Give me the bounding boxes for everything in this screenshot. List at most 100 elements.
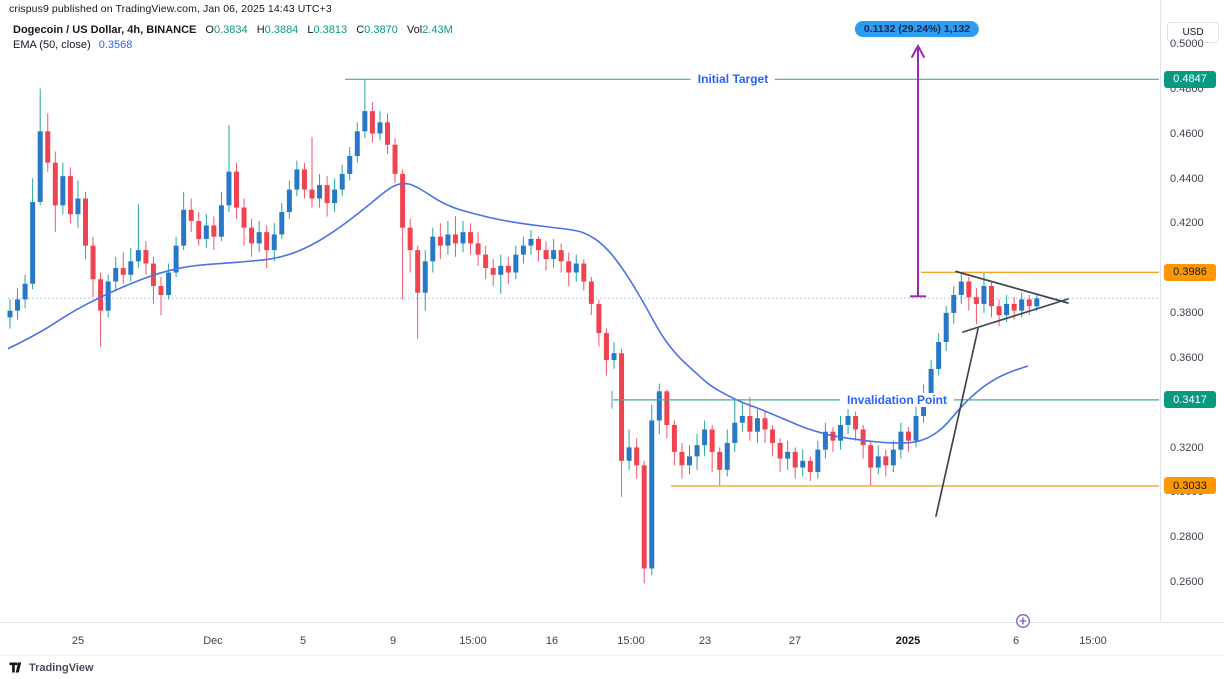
invalidation-point-label[interactable]: Invalidation Point: [839, 392, 955, 407]
candle-body: [634, 447, 640, 466]
candle-body: [475, 243, 481, 255]
price-tick-label: 0.4600: [1170, 127, 1204, 140]
candle-body: [226, 171, 232, 206]
ema-indicator-label: EMA (50, close): [13, 39, 91, 51]
candle-body: [105, 281, 111, 311]
candle-body: [7, 310, 13, 318]
time-axis[interactable]: 25 Dec 5 9 15:00 16 15:00 23 27 2025 6 15:00: [0, 622, 1224, 656]
candle-body: [362, 111, 368, 132]
legend-ema-row[interactable]: EMA (50, close) 0.3568: [13, 38, 453, 53]
pennant-lower-trendline[interactable]: [962, 298, 1069, 333]
candle-body: [294, 169, 300, 190]
candle-body: [951, 294, 957, 313]
candle-body: [468, 232, 474, 244]
candle-body: [981, 285, 987, 304]
candle-body: [135, 250, 141, 262]
candle-body: [732, 422, 738, 443]
measure-arrow-head: [911, 43, 925, 58]
candle-body: [785, 451, 791, 459]
candle-body: [415, 250, 421, 293]
low-label: L: [307, 24, 314, 36]
price-tick-label: 0.3600: [1170, 351, 1204, 364]
initial-target-label[interactable]: Initial Target: [690, 72, 776, 87]
candle-body: [120, 268, 126, 275]
candle-body: [98, 279, 104, 311]
candle-body: [437, 236, 443, 246]
candle-body: [890, 449, 896, 466]
time-tick-label: 16: [545, 635, 559, 647]
candle-body: [22, 283, 28, 300]
candle-body: [1026, 299, 1032, 307]
candle-body: [445, 234, 451, 246]
candle-body: [966, 281, 972, 298]
candle-body: [113, 268, 119, 282]
time-tick-label: 15:00: [459, 635, 487, 647]
tradingview-logo-icon[interactable]: [9, 661, 24, 674]
candle-body: [724, 442, 730, 470]
close-value: 0.3870: [364, 24, 398, 36]
candle-body: [551, 250, 557, 260]
candle-body: [143, 250, 149, 264]
candle-body: [520, 245, 526, 255]
candle-body: [754, 418, 760, 432]
candle-body: [603, 333, 609, 360]
price-range-measure-badge[interactable]: 0.1132 (29.24%) 1,132: [854, 21, 980, 37]
time-tick-label: 15:00: [617, 635, 645, 647]
chart-legend[interactable]: Dogecoin / US Dollar, 4h, BINANCE O0.383…: [13, 23, 453, 53]
price-level-badge: 0.3417: [1164, 391, 1216, 409]
time-tick-label: 15:00: [1079, 635, 1107, 647]
pennant-upper-trendline[interactable]: [955, 270, 1069, 304]
close-label: C: [356, 24, 365, 36]
candle-body: [430, 236, 436, 262]
candle-body: [958, 281, 964, 295]
candle-body: [626, 447, 632, 461]
candle-body: [490, 268, 496, 275]
candle-body: [158, 285, 164, 295]
symbol-title[interactable]: Dogecoin / US Dollar, 4h, BINANCE: [13, 24, 197, 36]
candle-body: [211, 225, 217, 237]
candle-body: [166, 272, 172, 295]
tradingview-brand-name[interactable]: TradingView: [29, 661, 94, 674]
candle-body: [301, 169, 307, 190]
flagpole-trendline[interactable]: [935, 328, 979, 517]
price-axis[interactable]: USD 0.5000 0.4800 0.4600 0.4400 0.4200 0.3800…: [1160, 0, 1224, 622]
candle-body: [75, 198, 81, 215]
candle-body: [739, 416, 745, 423]
candle-body: [671, 424, 677, 452]
candle-body: [860, 429, 866, 446]
candle-body: [256, 232, 262, 244]
currency-unit-button[interactable]: USD: [1167, 22, 1219, 43]
plus-circle-icon[interactable]: [1015, 613, 1031, 629]
candle-body: [679, 451, 685, 466]
candle-body: [649, 420, 655, 569]
candle-body: [611, 353, 617, 360]
candle-body: [218, 205, 224, 237]
candle-body: [792, 451, 798, 468]
candle-body: [709, 429, 715, 452]
candle-body: [641, 465, 647, 569]
candle-body: [702, 429, 708, 446]
candle-body: [452, 234, 458, 244]
candle-body: [566, 261, 572, 273]
candle-body: [936, 342, 942, 369]
candle-body: [52, 162, 58, 206]
candle-body: [407, 227, 413, 251]
time-tick-label: 6: [1012, 635, 1020, 647]
price-tick-label: 0.5000: [1170, 38, 1204, 50]
candle-body: [354, 131, 360, 156]
candle-body: [188, 209, 194, 221]
candle-body: [400, 173, 406, 228]
candle-body: [369, 111, 375, 134]
ema-50-line[interactable]: [7, 182, 1029, 444]
footer-bar: TradingView: [0, 655, 1224, 679]
candle-body: [347, 155, 353, 174]
candle-body: [664, 391, 670, 425]
candle-body: [271, 234, 277, 251]
open-label: O: [205, 24, 214, 36]
candle-body: [943, 312, 949, 343]
candle-body: [815, 449, 821, 473]
time-tick-label: 25: [71, 635, 85, 647]
candle-body: [483, 254, 489, 269]
